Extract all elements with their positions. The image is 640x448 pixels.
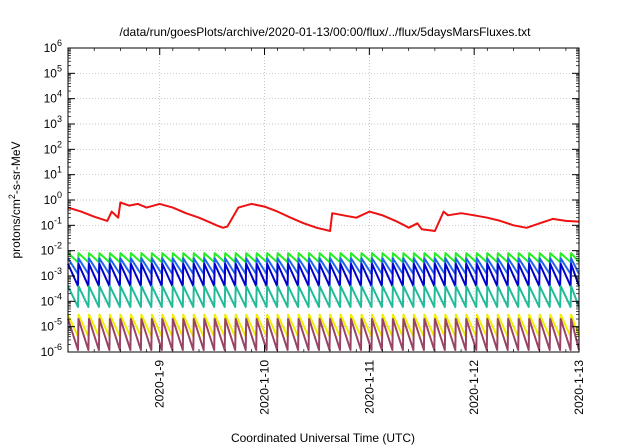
y-tick-label: 10-6 bbox=[41, 342, 62, 359]
chart-title: /data/run/goesPlots/archive/2020-01-13/0… bbox=[120, 25, 532, 39]
x-axis: 2020-1-9 2020-1-10 2020-1-11 2020-1-12 2020-… bbox=[67, 48, 586, 415]
x-tick-label: 2020-1-13 bbox=[572, 360, 586, 415]
y-tick-label: 10-3 bbox=[41, 266, 62, 283]
flux-series-line bbox=[67, 201, 580, 232]
series-layer bbox=[67, 201, 580, 351]
y-tick-label: 10-4 bbox=[41, 291, 62, 308]
flux-band-line bbox=[67, 262, 580, 288]
flux-band-line bbox=[67, 318, 580, 351]
flux-band-line bbox=[67, 257, 580, 275]
x-tick-label: 2020-1-12 bbox=[467, 360, 481, 415]
y-tick-label: 105 bbox=[44, 63, 62, 80]
flux-band-line bbox=[67, 285, 580, 308]
y-tick-label: 103 bbox=[44, 114, 62, 131]
y-tick-label: 104 bbox=[44, 89, 62, 106]
y-axis: 10-6 10-5 10-4 10-3 10-2 10-1 100 101 102 103 104 1… bbox=[41, 38, 579, 359]
x-axis-label: Coordinated Universal Time (UTC) bbox=[231, 431, 415, 445]
flux-band-line bbox=[67, 313, 580, 338]
y-tick-label: 106 bbox=[44, 38, 62, 55]
y-tick-label: 101 bbox=[44, 165, 62, 182]
y-tick-label: 10-1 bbox=[41, 215, 62, 232]
flux-band-line bbox=[67, 252, 580, 264]
x-tick-label: 2020-1-11 bbox=[362, 360, 376, 414]
x-tick-label: 2020-1-10 bbox=[258, 360, 272, 415]
y-tick-label: 10-2 bbox=[41, 241, 62, 258]
y-tick-label: 102 bbox=[44, 139, 62, 156]
y-tick-label: 10-5 bbox=[41, 317, 62, 334]
y-axis-label: protons/cm2-s-sr-MeV bbox=[7, 141, 23, 258]
y-tick-label: 100 bbox=[44, 190, 62, 207]
x-tick-label: 2020-1-9 bbox=[153, 360, 167, 408]
grid bbox=[68, 48, 579, 352]
